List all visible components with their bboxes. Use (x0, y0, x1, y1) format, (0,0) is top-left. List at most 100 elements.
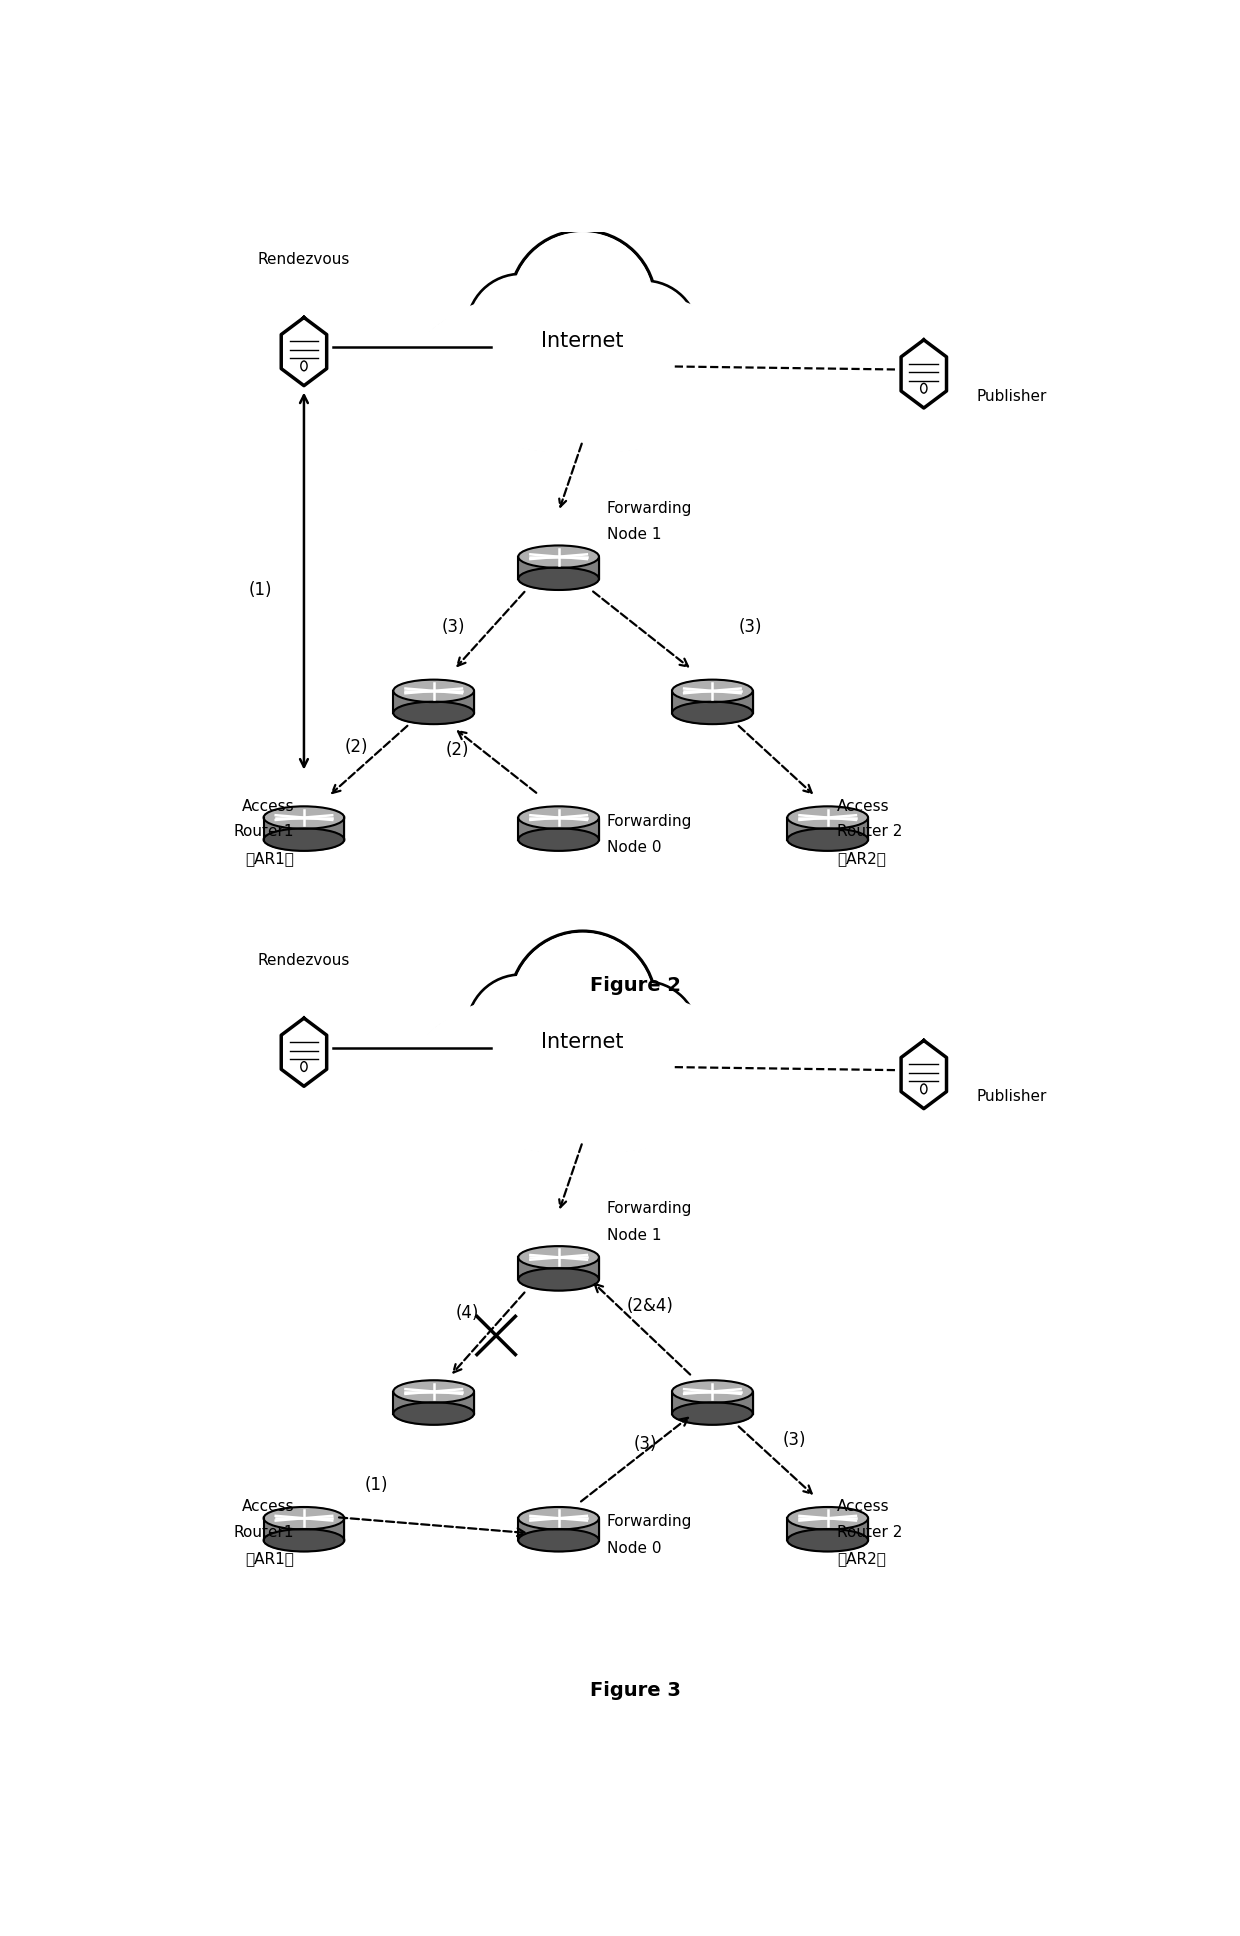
Text: (1): (1) (249, 581, 273, 598)
Ellipse shape (518, 567, 599, 590)
Polygon shape (281, 318, 326, 385)
FancyBboxPatch shape (518, 817, 599, 840)
Text: Router1: Router1 (234, 825, 294, 838)
Ellipse shape (264, 1529, 345, 1551)
Ellipse shape (419, 318, 516, 412)
Ellipse shape (381, 248, 785, 470)
Ellipse shape (510, 931, 656, 1076)
Text: Forwarding: Forwarding (606, 501, 692, 515)
Text: Access: Access (837, 1498, 890, 1514)
Ellipse shape (470, 348, 637, 447)
Ellipse shape (590, 982, 698, 1088)
Text: Router1: Router1 (234, 1526, 294, 1539)
Ellipse shape (467, 976, 575, 1082)
Ellipse shape (518, 829, 599, 850)
Ellipse shape (591, 983, 697, 1086)
Ellipse shape (393, 680, 474, 703)
Ellipse shape (409, 987, 755, 1154)
Ellipse shape (518, 1247, 599, 1268)
Text: (2): (2) (446, 741, 470, 759)
FancyBboxPatch shape (672, 691, 753, 712)
Ellipse shape (672, 1402, 753, 1425)
FancyBboxPatch shape (672, 1392, 753, 1413)
Ellipse shape (420, 1018, 513, 1111)
Text: Access: Access (837, 800, 890, 813)
Ellipse shape (264, 1506, 345, 1529)
Ellipse shape (653, 327, 743, 414)
Text: Publisher: Publisher (977, 1090, 1047, 1104)
Ellipse shape (512, 933, 653, 1074)
FancyBboxPatch shape (787, 817, 868, 840)
FancyBboxPatch shape (518, 1518, 599, 1541)
Ellipse shape (590, 281, 698, 387)
Text: Forwarding: Forwarding (606, 1200, 692, 1216)
Text: (1): (1) (365, 1475, 388, 1493)
Ellipse shape (469, 976, 573, 1080)
FancyBboxPatch shape (393, 1392, 474, 1413)
Text: Forwarding: Forwarding (606, 1514, 692, 1529)
Ellipse shape (381, 949, 785, 1171)
Polygon shape (901, 341, 946, 408)
FancyBboxPatch shape (787, 1518, 868, 1541)
Ellipse shape (787, 807, 868, 829)
Text: （AR1）: （AR1） (246, 1551, 294, 1566)
Text: （AR2）: （AR2） (837, 852, 887, 865)
Text: （AR1）: （AR1） (246, 852, 294, 865)
Ellipse shape (655, 327, 740, 412)
Text: (4): (4) (455, 1305, 479, 1322)
Ellipse shape (672, 680, 753, 703)
Text: （AR2）: （AR2） (837, 1551, 887, 1566)
Ellipse shape (787, 1529, 868, 1551)
Ellipse shape (525, 1047, 698, 1150)
Polygon shape (901, 1040, 946, 1109)
Ellipse shape (470, 1049, 637, 1148)
Text: Node 1: Node 1 (606, 527, 661, 542)
Ellipse shape (591, 283, 697, 387)
Ellipse shape (264, 807, 345, 829)
Ellipse shape (264, 829, 345, 850)
Ellipse shape (787, 829, 868, 850)
Ellipse shape (419, 1018, 516, 1113)
FancyBboxPatch shape (518, 558, 599, 579)
Ellipse shape (525, 347, 698, 449)
Text: Internet: Internet (542, 331, 624, 350)
Text: Router 2: Router 2 (837, 825, 903, 838)
Ellipse shape (672, 701, 753, 724)
Text: Internet: Internet (542, 1032, 624, 1051)
Text: Node 0: Node 0 (606, 840, 661, 856)
FancyBboxPatch shape (393, 691, 474, 712)
Ellipse shape (787, 1506, 868, 1529)
Ellipse shape (653, 1026, 743, 1115)
Ellipse shape (467, 1047, 640, 1150)
Text: Access: Access (242, 1498, 294, 1514)
Ellipse shape (467, 347, 640, 449)
Ellipse shape (518, 807, 599, 829)
Ellipse shape (512, 232, 653, 374)
Text: Rendezvous: Rendezvous (258, 252, 350, 267)
Ellipse shape (393, 1402, 474, 1425)
Text: Node 1: Node 1 (606, 1227, 661, 1243)
FancyBboxPatch shape (518, 1256, 599, 1280)
Ellipse shape (655, 1028, 740, 1113)
FancyBboxPatch shape (264, 817, 345, 840)
Text: Figure 3: Figure 3 (590, 1680, 681, 1700)
Ellipse shape (393, 1380, 474, 1404)
Text: Figure 2: Figure 2 (590, 976, 681, 995)
Ellipse shape (518, 546, 599, 567)
Ellipse shape (518, 1268, 599, 1291)
Text: (3): (3) (441, 618, 465, 637)
Text: Router 2: Router 2 (837, 1526, 903, 1539)
Ellipse shape (467, 275, 575, 381)
Text: Forwarding: Forwarding (606, 813, 692, 829)
Text: Access: Access (242, 800, 294, 813)
Text: (2): (2) (345, 738, 368, 755)
Ellipse shape (527, 348, 696, 447)
Text: Publisher: Publisher (977, 389, 1047, 405)
Ellipse shape (518, 1529, 599, 1551)
Text: (3): (3) (739, 618, 763, 637)
Text: Rendezvous: Rendezvous (258, 953, 350, 968)
FancyBboxPatch shape (264, 1518, 345, 1541)
Ellipse shape (393, 701, 474, 724)
Ellipse shape (409, 287, 755, 455)
Ellipse shape (672, 1380, 753, 1404)
